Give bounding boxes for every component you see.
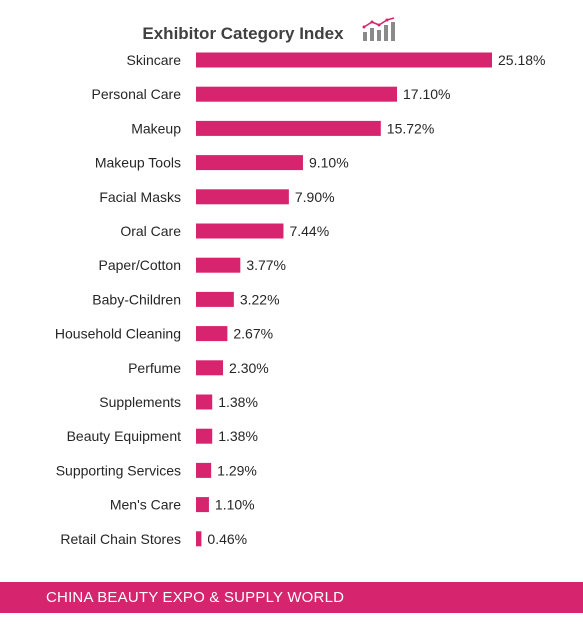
value-label: 1.10% — [215, 497, 255, 513]
value-label: 1.29% — [217, 462, 257, 478]
bar — [196, 326, 228, 342]
category-label: Beauty Equipment — [67, 428, 182, 444]
category-label: Retail Chain Stores — [60, 531, 181, 547]
category-label: Makeup Tools — [95, 155, 181, 171]
value-label: 25.18% — [498, 52, 545, 68]
value-label: 17.10% — [403, 86, 450, 102]
bar — [196, 462, 212, 478]
category-label: Makeup — [131, 120, 181, 136]
bar — [196, 223, 284, 239]
value-label: 1.38% — [218, 394, 258, 410]
footer-banner: CHINA BEAUTY EXPO & SUPPLY WORLD — [0, 582, 583, 613]
value-label: 9.10% — [309, 155, 349, 171]
value-label: 1.38% — [218, 428, 258, 444]
category-label: Perfume — [128, 360, 181, 376]
bar — [196, 52, 492, 68]
value-label: 2.30% — [229, 360, 269, 376]
value-label: 0.46% — [207, 531, 247, 547]
category-label: Household Cleaning — [55, 326, 181, 342]
bar — [196, 394, 213, 410]
bar-chart-icon — [362, 17, 395, 41]
category-label: Skincare — [127, 52, 182, 68]
chart: Exhibitor Category Index Skincare 25.18% P… — [55, 17, 545, 547]
bar — [196, 291, 234, 307]
bar — [196, 189, 289, 205]
category-label: Paper/Cotton — [99, 257, 182, 273]
bar — [196, 257, 241, 273]
value-label: 7.90% — [295, 189, 335, 205]
bar — [196, 120, 381, 136]
value-label: 15.72% — [387, 120, 434, 136]
bar — [196, 360, 224, 376]
chart-title: Exhibitor Category Index — [142, 24, 344, 43]
value-label: 2.67% — [233, 326, 273, 342]
value-label: 3.77% — [246, 257, 286, 273]
bar — [196, 155, 303, 171]
bar — [196, 497, 209, 513]
category-label: Supplements — [99, 394, 181, 410]
value-label: 7.44% — [289, 223, 329, 239]
category-label: Men's Care — [110, 497, 181, 513]
bar — [196, 86, 398, 102]
category-label: Supporting Services — [56, 462, 181, 478]
category-label: Facial Masks — [99, 189, 181, 205]
category-label: Personal Care — [92, 86, 182, 102]
bar — [196, 531, 202, 547]
value-label: 3.22% — [240, 291, 280, 307]
category-label: Oral Care — [120, 223, 181, 239]
footer-text: CHINA BEAUTY EXPO & SUPPLY WORLD — [46, 589, 345, 606]
bar — [196, 428, 213, 444]
category-label: Baby-Children — [92, 291, 181, 307]
